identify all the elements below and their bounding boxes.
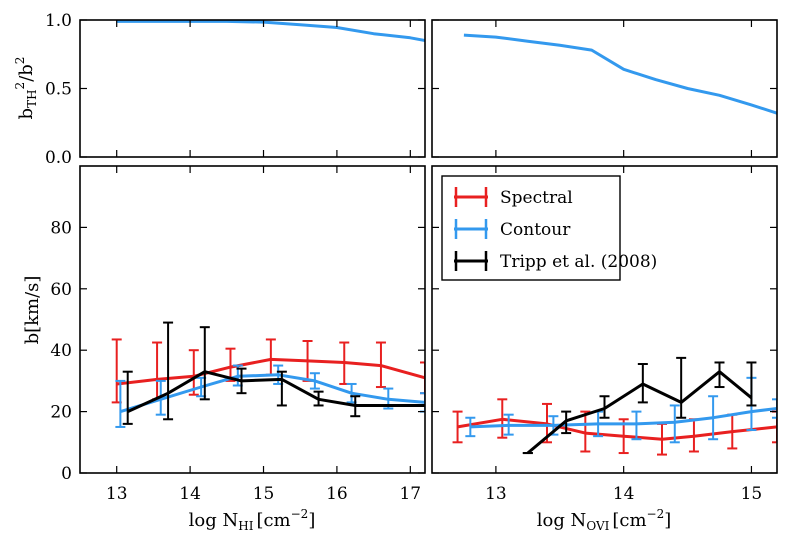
ticks-bottom-right: 13 14 15 bbox=[432, 166, 777, 504]
ytick-label-60: 60 bbox=[50, 280, 72, 300]
panel-bottom-left: 13 14 15 16 17 0 20 40 60 80 b[km/s] log NHI [cm−2… bbox=[22, 165, 426, 533]
errorbar-tripp-et-al-2008-4 bbox=[276, 370, 287, 407]
xlabel-bottom-left: log NHI [cm−2] bbox=[189, 507, 316, 533]
panel-frame-top-right bbox=[431, 19, 778, 158]
errorbar-spectral-0 bbox=[452, 410, 463, 444]
errorbar-tripp-et-al-2008-5 bbox=[714, 361, 725, 389]
legend-entry-0: Spectral bbox=[454, 187, 573, 208]
xtick-label-14: 14 bbox=[179, 484, 201, 504]
ytick-label-1: 1.0 bbox=[45, 11, 72, 31]
panel-top-right bbox=[431, 19, 778, 158]
errorbar-spectral-2 bbox=[188, 349, 199, 396]
errorbar-tripp-et-al-2008-0 bbox=[122, 370, 133, 425]
series-group-top-left bbox=[116, 20, 425, 42]
errorbar-tripp-et-al-2008-6 bbox=[746, 361, 757, 407]
errorbar-tripp-et-al-2008-1 bbox=[163, 321, 174, 421]
ytick-label-80: 80 bbox=[50, 218, 72, 238]
xlabel-bottom-right: log NOVI [cm−2] bbox=[537, 507, 672, 533]
series-group-top-right bbox=[463, 33, 777, 115]
errorbar-tripp-et-al-2008-4 bbox=[676, 356, 687, 419]
legend-entry-1: Contour bbox=[454, 219, 571, 240]
series-line-contour bbox=[463, 33, 777, 115]
ytick-label-20: 20 bbox=[50, 403, 72, 423]
series-group-bottom-right bbox=[452, 356, 777, 456]
errorbar-contour-8 bbox=[772, 398, 777, 419]
ylabel-top: bTH2/b2 bbox=[13, 57, 39, 120]
series-line-spectral bbox=[116, 357, 425, 386]
errorbar-contour-0 bbox=[115, 379, 126, 428]
panel-top-left: 0.0 0.5 1.0 bTH2/b2 bbox=[13, 11, 426, 168]
legend-entry-2: Tripp et al. (2008) bbox=[454, 251, 657, 272]
series-line-contour bbox=[119, 373, 425, 414]
errorbar-spectral-3 bbox=[580, 410, 591, 453]
ticks-top-left: 0.0 0.5 1.0 bbox=[45, 11, 425, 168]
ticks-bottom-left: 13 14 15 16 17 0 20 40 60 80 bbox=[50, 166, 425, 504]
ytick-label-0_5: 0.5 bbox=[45, 80, 72, 100]
legend-label-2: Tripp et al. (2008) bbox=[500, 252, 657, 272]
xtick-label-16: 16 bbox=[326, 484, 348, 504]
xtick-label-13: 13 bbox=[106, 484, 128, 504]
errorbar-contour-5 bbox=[669, 404, 680, 444]
panel-bottom-right: 13 14 15 log NOVI [cm−2] Spectral Contour Tri… bbox=[431, 165, 778, 533]
ytick-label-0: 0 bbox=[61, 464, 72, 484]
legend-label-1: Contour bbox=[500, 220, 571, 240]
series-line-contour bbox=[116, 20, 425, 42]
series-line-tripp-et-al-2008 bbox=[127, 370, 425, 413]
panel-frame-bottom-right bbox=[431, 165, 778, 474]
errorbar-contour-4 bbox=[631, 410, 642, 441]
series-line-tripp-et-al-2008 bbox=[526, 370, 753, 455]
ylabel-bottom: b[km/s] bbox=[22, 276, 43, 345]
errorbar-tripp-et-al-2008-2 bbox=[199, 326, 210, 401]
ytick-label-0: 0.0 bbox=[45, 148, 72, 168]
series-line-spectral bbox=[457, 417, 777, 441]
legend-label-0: Spectral bbox=[500, 188, 573, 208]
series-group-bottom-left bbox=[111, 321, 425, 428]
panel-frame-top-left bbox=[79, 19, 426, 158]
xtick-label-15: 15 bbox=[741, 484, 763, 504]
panel-frame-bottom-left bbox=[79, 165, 426, 474]
legend-items: Spectral Contour Tripp et al. (2008) bbox=[454, 187, 657, 272]
ticks-top-right bbox=[432, 19, 777, 158]
legend: Spectral Contour Tripp et al. (2008) bbox=[441, 175, 657, 281]
series-line-contour bbox=[470, 407, 777, 429]
xtick-label-17: 17 bbox=[399, 484, 421, 504]
xtick-label-15: 15 bbox=[253, 484, 275, 504]
ytick-label-40: 40 bbox=[50, 341, 72, 361]
xtick-label-13: 13 bbox=[485, 484, 507, 504]
errorbar-spectral-4 bbox=[265, 338, 276, 376]
xtick-label-14: 14 bbox=[613, 484, 635, 504]
